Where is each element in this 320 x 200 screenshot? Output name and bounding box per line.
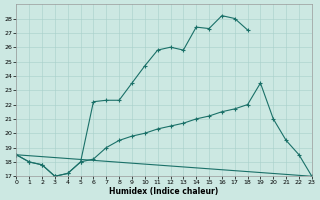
X-axis label: Humidex (Indice chaleur): Humidex (Indice chaleur) bbox=[109, 187, 219, 196]
